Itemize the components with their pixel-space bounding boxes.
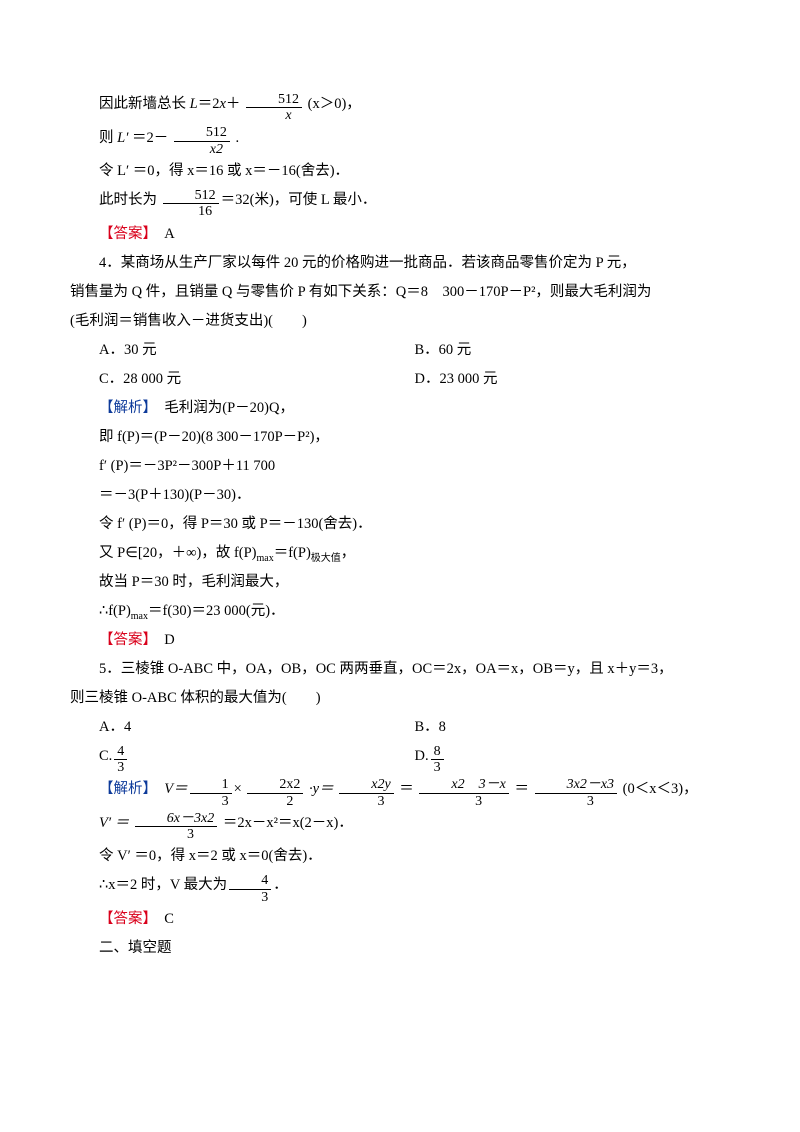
answer-label: 【答案】 <box>99 226 150 242</box>
fraction: 83 <box>431 744 444 776</box>
q5-sol-2: V′ ＝ 6x－3x23 ＝2x－x²＝x(2－x)． <box>70 809 730 843</box>
q5-answer: 【答案】 C <box>70 905 730 934</box>
t: ， <box>341 545 356 561</box>
q4-sol-6: 又 P∈[20，＋∞)，故 f(P)max＝f(P)极大值， <box>70 539 730 568</box>
t: ∴x＝2 时，V 最大为 <box>99 877 227 893</box>
q5-optC: C.43 <box>99 742 415 776</box>
answer-label: 【答案】 <box>99 911 150 927</box>
t: 因此新墙总长 <box>99 96 190 112</box>
t: ＝ <box>396 781 418 797</box>
t: ∴f(P) <box>99 603 131 619</box>
fraction: 2x22 <box>247 777 303 809</box>
q3-line3: 令 L′ ＝0，得 x＝16 或 x＝－16(舍去)． <box>70 157 730 186</box>
solution-label: 【解析】 <box>99 781 150 797</box>
q4-sol-3: f′ (P)＝－3P²－300P＋11 700 <box>70 452 730 481</box>
fraction: 43 <box>114 744 127 776</box>
t: (x＞0)， <box>304 96 361 112</box>
q5-stem-1: 5．三棱锥 O-ABC 中，OA，OB，OC 两两垂直，OC＝2x，OA＝x，O… <box>70 655 730 684</box>
q4-options-row1: A．30 元 B．60 元 <box>99 336 730 365</box>
q5-sol-3: 令 V′ ＝0，得 x＝2 或 x＝0(舍去)． <box>70 842 730 871</box>
fraction: 512x <box>246 92 302 124</box>
t: 毛利润为(P－20)Q， <box>150 400 294 416</box>
answer-label: 【答案】 <box>99 632 150 648</box>
q4-stem-3: (毛利润＝销售收入－进货支出)( ) <box>70 307 730 336</box>
q4-optA: A．30 元 <box>99 336 415 365</box>
section-2-heading: 二、填空题 <box>70 934 730 963</box>
fraction: 6x－3x23 <box>135 811 217 843</box>
q4-stem-1: 4．某商场从生产厂家以每件 20 元的价格购进一批商品．若该商品零售价定为 P … <box>70 249 730 278</box>
q3-line4: 此时长为 51216＝32(米)，可使 L 最小． <box>70 186 730 220</box>
q3-line2: 则 L′ ＝2－ 512x2 . <box>70 124 730 158</box>
fraction: 43 <box>229 873 271 905</box>
q4-answer: 【答案】 D <box>70 626 730 655</box>
q5-stem-2: 则三棱锥 O-ABC 体积的最大值为( ) <box>70 684 730 713</box>
page-content: 因此新墙总长 L＝2x＋ 512x (x＞0)， 则 L′ ＝2－ 512x2 … <box>0 0 800 1013</box>
t: ＝2－ <box>128 130 172 146</box>
fraction: 51216 <box>163 188 219 220</box>
q4-optC: C．28 000 元 <box>99 365 415 394</box>
fraction: x2y3 <box>339 777 393 809</box>
q4-sol-2: 即 f(P)＝(P－20)(8 300－170P－P²)， <box>70 423 730 452</box>
var-L: L <box>190 96 198 112</box>
fraction: 13 <box>190 777 232 809</box>
q4-optB: B．60 元 <box>415 336 731 365</box>
q5-options-row1: A．4 B．8 <box>99 713 730 742</box>
t: × <box>234 781 246 797</box>
t: . <box>232 130 239 146</box>
t: 则 <box>99 130 117 146</box>
q4-sol-8: ∴f(P)max＝f(30)＝23 000(元)． <box>70 597 730 626</box>
answer-value: C <box>150 911 174 927</box>
q4-sol-7: 故当 P＝30 时，毛利润最大， <box>70 568 730 597</box>
q4-stem-2: 销售量为 Q 件，且销量 Q 与零售价 P 有如下关系：Q＝8 300－170P… <box>70 278 730 307</box>
t: ＝2x－x²＝x(2－x)． <box>219 815 353 831</box>
t: ． <box>273 877 288 893</box>
t: ＝2 <box>198 96 220 112</box>
t: 又 P∈[20，＋∞)，故 f(P) <box>99 545 257 561</box>
answer-value: D <box>150 632 175 648</box>
t: V＝ <box>150 781 188 797</box>
t: ＝f(P) <box>274 545 311 561</box>
t: ＝f(30)＝23 000(元)． <box>148 603 285 619</box>
q4-optD: D．23 000 元 <box>415 365 731 394</box>
t: (0＜x＜3)， <box>619 781 698 797</box>
sub: max <box>257 553 274 564</box>
t: ·y＝ <box>305 781 337 797</box>
t: ＝32(米)，可使 L 最小． <box>221 192 377 208</box>
q3-line1: 因此新墙总长 L＝2x＋ 512x (x＞0)， <box>70 90 730 124</box>
answer-value: A <box>150 226 175 242</box>
fraction: 3x2－x33 <box>535 777 617 809</box>
q4-sol-4: ＝－3(P＋130)(P－30)． <box>70 481 730 510</box>
q5-options-row2: C.43 D.83 <box>99 742 730 776</box>
t: ＝ <box>511 781 533 797</box>
q5-sol-4: ∴x＝2 时，V 最大为43． <box>70 871 730 905</box>
t: L′ <box>117 130 128 146</box>
t: V′ ＝ <box>99 815 133 831</box>
t: D. <box>415 748 429 764</box>
q4-sol-1: 【解析】 毛利润为(P－20)Q， <box>70 394 730 423</box>
q5-optB: B．8 <box>415 713 731 742</box>
sub: max <box>131 611 148 622</box>
q3-answer: 【答案】 A <box>70 220 730 249</box>
sub: 极大值 <box>311 553 341 564</box>
q4-options-row2: C．28 000 元 D．23 000 元 <box>99 365 730 394</box>
t: 此时长为 <box>99 192 161 208</box>
t: C. <box>99 748 112 764</box>
solution-label: 【解析】 <box>99 400 150 416</box>
fraction: 512x2 <box>174 125 230 157</box>
q5-sol-1: 【解析】 V＝13× 2x22 ·y＝ x2y3 ＝ x2 3－x3 ＝ 3x2… <box>70 775 730 809</box>
q5-optD: D.83 <box>415 742 731 776</box>
q5-optA: A．4 <box>99 713 415 742</box>
fraction: x2 3－x3 <box>419 777 508 809</box>
q4-sol-5: 令 f′ (P)＝0，得 P＝30 或 P＝－130(舍去)． <box>70 510 730 539</box>
t: ＋ <box>226 96 244 112</box>
